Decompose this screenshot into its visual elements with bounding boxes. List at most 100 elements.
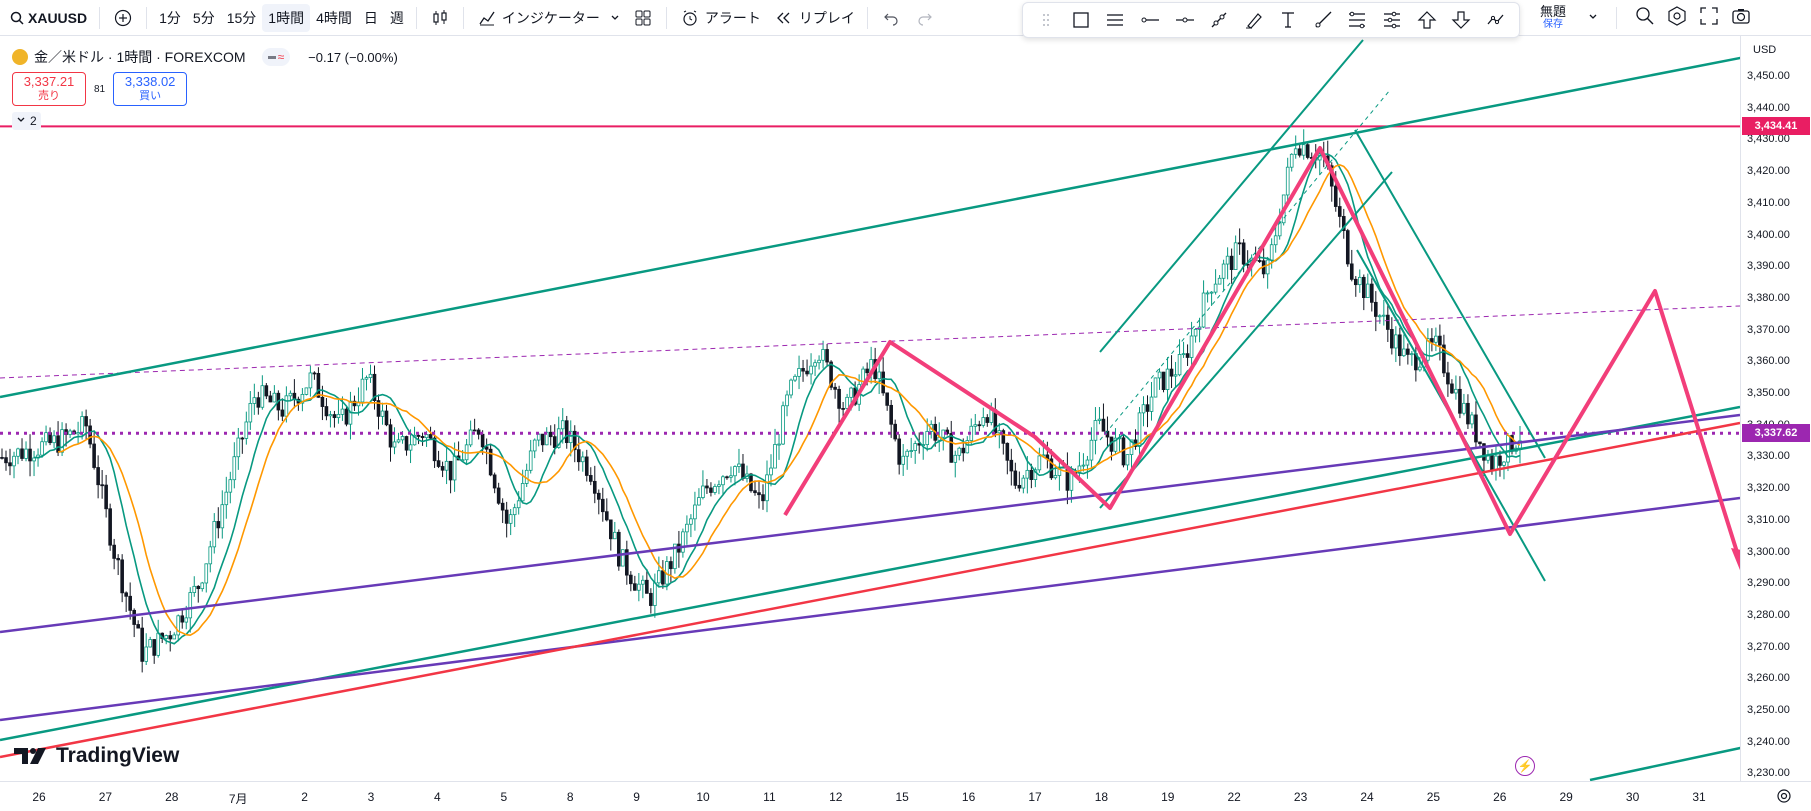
candle-body xyxy=(364,377,369,380)
candle-body xyxy=(1386,314,1390,330)
indicator-chart-icon xyxy=(476,7,498,29)
candle-body xyxy=(925,431,930,445)
candle-body xyxy=(476,429,481,435)
candle-body xyxy=(657,570,661,584)
candle-body xyxy=(412,434,417,446)
candle-body xyxy=(284,395,289,417)
interval-4h[interactable]: 4時間 xyxy=(316,9,352,26)
candle-body xyxy=(1053,475,1058,479)
ray-tool-icon[interactable] xyxy=(1308,6,1339,34)
candle-body xyxy=(1157,371,1162,379)
candle-body xyxy=(1502,461,1506,466)
fullscreen-icon[interactable] xyxy=(1699,6,1719,31)
candle-body xyxy=(20,448,24,459)
candle-body xyxy=(1293,148,1298,155)
templates-button[interactable] xyxy=(626,4,660,32)
replay-button[interactable]: リプレイ xyxy=(767,4,861,32)
settings-gear-icon[interactable] xyxy=(1667,5,1687,31)
interval-5m[interactable]: 5分 xyxy=(192,9,215,26)
path-tool-icon[interactable] xyxy=(1481,6,1512,34)
text-tool-icon[interactable] xyxy=(1273,6,1304,34)
time-axis[interactable]: 26 27 28 7月 2 3 4 5 8 9 10 11 12 15 16 17 18 19 22 23 24 25 26… xyxy=(0,781,1811,811)
indicators-collapse-toggle[interactable]: 2 xyxy=(12,112,41,130)
interval-1h[interactable]: 1時間 xyxy=(262,3,311,32)
sell-button[interactable]: 3,337.21 売り xyxy=(12,72,86,106)
chart-type-button[interactable] xyxy=(423,4,457,32)
redo-button[interactable] xyxy=(908,4,942,32)
candle-body xyxy=(773,444,777,469)
time-tick: 12 xyxy=(829,790,843,804)
candle-body xyxy=(1141,404,1146,414)
indicators-button[interactable]: インジケーター xyxy=(470,4,626,32)
candle-body xyxy=(268,395,273,403)
price-axis[interactable]: USD 3,450.00 3,440.00 3,430.00 3,420.00 3,41… xyxy=(1740,36,1811,781)
undo-button[interactable] xyxy=(874,4,908,32)
tradingview-logo[interactable]: TradingView xyxy=(14,744,179,768)
time-tick: 22 xyxy=(1227,790,1241,804)
candle-body xyxy=(256,397,261,408)
sell-price: 3,337.21 xyxy=(23,74,75,89)
candle-body xyxy=(132,609,136,625)
price-tick: 3,430.00 xyxy=(1747,133,1790,146)
candle-body xyxy=(1161,371,1166,390)
candle-body xyxy=(1113,437,1118,452)
candle-body xyxy=(1382,314,1386,317)
horizontal-line-tool-icon[interactable] xyxy=(1169,6,1200,34)
chevron-down-icon[interactable] xyxy=(1588,9,1598,27)
parallel-channel-tool-icon[interactable] xyxy=(1342,6,1373,34)
interval-1m[interactable]: 1分 xyxy=(159,9,181,26)
candle-body xyxy=(793,375,797,381)
interval-week[interactable]: 週 xyxy=(389,9,404,26)
alert-button[interactable]: アラート xyxy=(673,4,767,32)
rectangle-tool-icon[interactable] xyxy=(1066,6,1097,34)
candle-body xyxy=(829,361,833,388)
compare-button[interactable] xyxy=(106,4,140,32)
candle-body xyxy=(220,504,225,529)
price-tick: 3,240.00 xyxy=(1747,735,1790,748)
search-icon xyxy=(6,7,28,29)
candle-body xyxy=(16,448,20,457)
axis-settings-icon[interactable] xyxy=(1776,788,1792,807)
camera-icon[interactable] xyxy=(1731,6,1751,31)
lightning-icon[interactable]: ⚡ xyxy=(1515,756,1535,776)
candle-body xyxy=(1013,470,1018,486)
candle-body xyxy=(1057,466,1062,476)
candle-body xyxy=(408,444,413,451)
text-lines-tool-icon[interactable] xyxy=(1100,6,1131,34)
time-tick: 7月 xyxy=(228,792,248,806)
horizontal-ray-tool-icon[interactable] xyxy=(1135,6,1166,34)
arrow-head xyxy=(1731,548,1740,571)
market-status-pill[interactable]: ≈ xyxy=(261,48,291,66)
candle-body xyxy=(204,563,209,584)
candle-body xyxy=(568,430,573,444)
candle-body xyxy=(813,362,817,367)
candle-body xyxy=(1357,276,1362,286)
candle-body xyxy=(905,450,909,457)
approx-icon: ≈ xyxy=(277,50,285,64)
magnifier-icon[interactable] xyxy=(1635,6,1655,31)
interval-15m[interactable]: 15分 xyxy=(226,9,257,26)
arrow-down-tool-icon[interactable] xyxy=(1446,6,1477,34)
trend-line-tool-icon[interactable] xyxy=(1204,6,1235,34)
candle-body xyxy=(1201,292,1206,328)
arrow-up-tool-icon[interactable] xyxy=(1411,6,1442,34)
symbol-search[interactable]: XAUUSD xyxy=(0,4,93,32)
candle-body xyxy=(1430,338,1434,343)
buy-button[interactable]: 3,338.02 買い xyxy=(113,72,188,106)
drawings-layer xyxy=(0,39,1740,781)
price-chart[interactable] xyxy=(0,36,1740,781)
brush-tool-icon[interactable] xyxy=(1238,6,1269,34)
candle-body xyxy=(1001,430,1006,444)
fib-tool-icon[interactable] xyxy=(1377,6,1408,34)
interval-day[interactable]: 日 xyxy=(363,9,378,26)
candle-body xyxy=(1470,414,1474,425)
drag-handle[interactable] xyxy=(1031,6,1062,34)
candle-body xyxy=(428,434,433,439)
candle-body xyxy=(713,486,717,493)
candle-body xyxy=(637,583,641,591)
candle-body xyxy=(1446,372,1450,385)
candle-body xyxy=(480,433,485,448)
candle-body xyxy=(1037,455,1042,471)
layout-name-button[interactable]: 無題 保存 xyxy=(1540,5,1566,31)
candle-body xyxy=(789,379,793,396)
